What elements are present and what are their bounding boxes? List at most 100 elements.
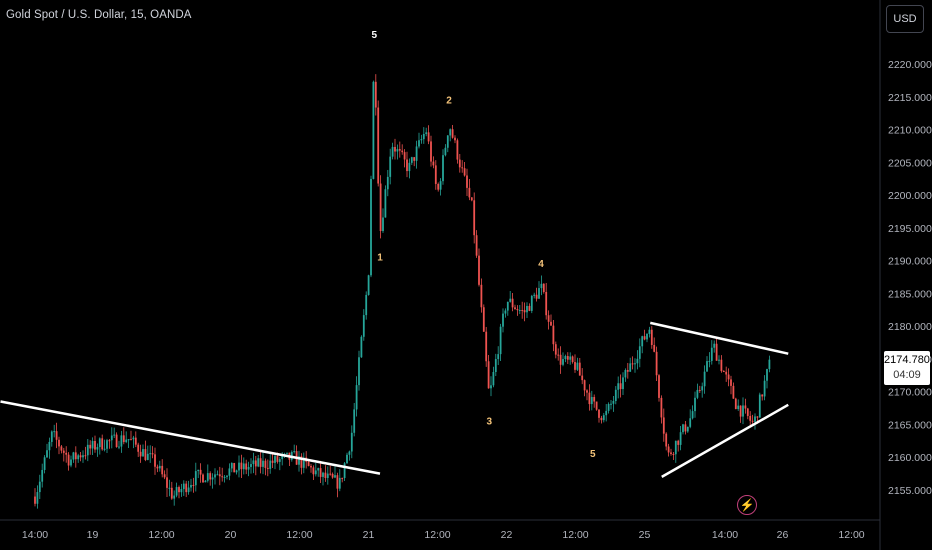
candle-up [353, 409, 356, 433]
candle-up [242, 463, 245, 470]
candle-down [432, 161, 435, 166]
candle-down [559, 354, 562, 365]
candle-down [658, 375, 660, 398]
trendline[interactable] [0, 400, 381, 475]
candle-up [576, 362, 579, 370]
candle-up [768, 359, 771, 370]
candle-up [262, 460, 264, 467]
candle-down [566, 356, 569, 360]
bar-countdown: 04:09 [893, 369, 921, 381]
candle-down [134, 437, 137, 445]
candle-up [317, 468, 320, 471]
candle-up [36, 492, 39, 504]
trendline[interactable] [661, 403, 789, 478]
candle-down [156, 466, 159, 469]
candle-up [106, 440, 108, 449]
candle-down [578, 362, 581, 376]
candle-up [322, 472, 324, 477]
candle-up [444, 147, 447, 156]
x-axis[interactable]: 14:00 19 12:00 20 12:00 21 12:00 22 12:00 25 14:00… [22, 529, 865, 541]
candle-up [182, 483, 185, 490]
candle-down [58, 439, 60, 447]
candle-up [502, 313, 504, 327]
candle-down [722, 371, 725, 373]
candle-up [348, 451, 351, 455]
candle-up [53, 431, 56, 433]
candle-down [521, 309, 524, 311]
y-tick-label: 2155.000 [888, 485, 932, 497]
candle-down [461, 167, 464, 169]
currency-button[interactable]: USD [886, 5, 924, 33]
candle-up [694, 397, 696, 412]
wave-label: 2 [446, 95, 452, 106]
candle-up [175, 487, 178, 496]
candle-down [192, 484, 195, 486]
candle-down [554, 344, 557, 355]
candle-up [372, 81, 375, 179]
candle-down [619, 383, 622, 390]
candle-down [583, 380, 586, 391]
last-price-tag: 2174.780 04:09 [884, 351, 930, 385]
candle-down [487, 361, 490, 389]
x-tick-label: 14:00 [712, 529, 738, 541]
y-tick-label: 2215.000 [888, 92, 932, 104]
candle-up [614, 389, 617, 402]
candle-down [475, 235, 478, 256]
candle-up [238, 462, 240, 471]
candle-up [228, 468, 231, 476]
candle-down [480, 284, 483, 308]
candle-up [214, 474, 216, 478]
candle-up [758, 394, 761, 418]
x-tick-label: 20 [225, 529, 237, 541]
candle-down [523, 310, 526, 313]
candle-down [170, 487, 173, 499]
x-tick-label: 12:00 [562, 529, 588, 541]
candle-down [514, 307, 516, 310]
candle-down [655, 351, 658, 376]
candle-up [173, 495, 176, 499]
candle-up [216, 474, 219, 476]
chart-title: Gold Spot / U.S. Dollar, 15, OANDA [6, 9, 192, 21]
x-tick-label: 25 [639, 529, 651, 541]
candle-down [451, 129, 454, 138]
wave-label: 4 [538, 259, 544, 270]
candle-up [96, 447, 99, 450]
candle-down [401, 150, 404, 153]
candle-down [398, 149, 401, 151]
candle-down [662, 417, 665, 434]
candle-down [374, 81, 377, 108]
candle-down [516, 309, 519, 311]
candle-up [125, 439, 128, 443]
candle-down [761, 394, 764, 397]
trendline[interactable] [649, 321, 789, 355]
candle-down [300, 456, 303, 468]
candle-up [355, 385, 358, 410]
candle-up [350, 432, 353, 452]
candle-down [319, 468, 322, 477]
candle-up [737, 405, 740, 410]
wave-label: 1 [377, 253, 383, 264]
candle-down [586, 390, 588, 393]
candle-down [166, 477, 168, 488]
candle-down [734, 398, 737, 410]
candle-up [396, 149, 399, 152]
candle-down [478, 255, 480, 285]
candle-up [48, 441, 51, 451]
lightning-icon[interactable]: ⚡ [737, 495, 757, 515]
y-tick-label: 2205.000 [888, 157, 932, 169]
candle-up [509, 298, 512, 302]
candle-up [250, 464, 252, 467]
candle-up [247, 466, 250, 470]
x-tick-label: 22 [501, 529, 513, 541]
candle-down [547, 315, 550, 322]
candle-up [494, 359, 497, 373]
candle-up [158, 465, 161, 469]
candle-up [127, 439, 130, 441]
candle-up [674, 440, 677, 455]
candle-up [449, 129, 452, 136]
candle-down [744, 405, 747, 409]
candle-up [617, 383, 620, 390]
candle-down [434, 165, 437, 184]
last-price-value: 2174.780 [884, 354, 930, 366]
